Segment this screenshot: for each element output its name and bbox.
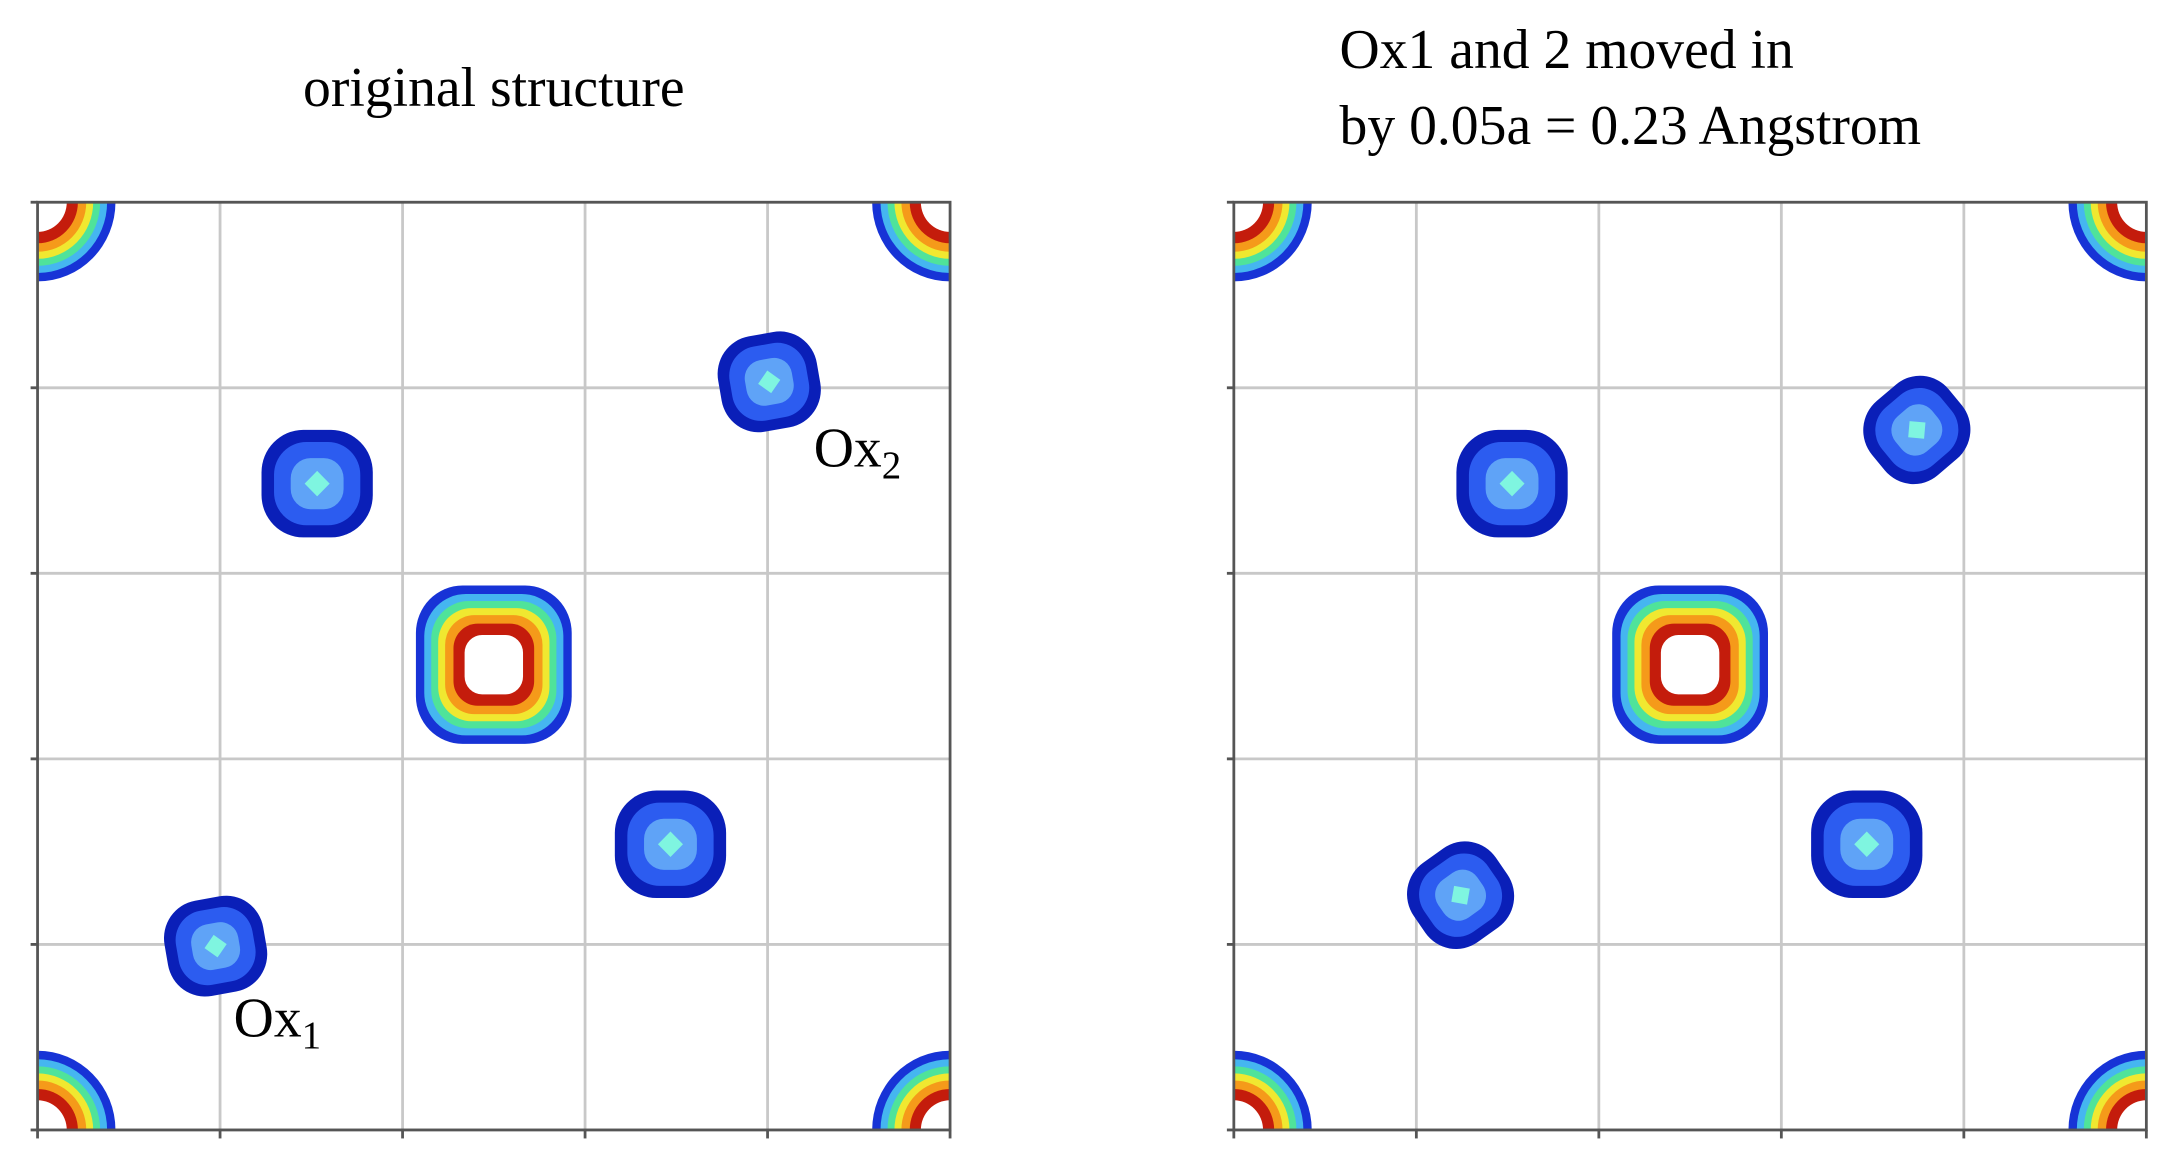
panel-title: original structure — [303, 57, 685, 120]
label-subscript: 1 — [302, 1014, 321, 1057]
panel-title: Ox1 and 2 moved in — [1340, 18, 1794, 81]
atom-label: Ox1 — [234, 987, 321, 1057]
contour — [464, 634, 524, 695]
contour — [920, 202, 951, 232]
contour — [37, 1100, 67, 1130]
plot-frame — [36, 200, 952, 1132]
contour — [1908, 421, 1926, 439]
label-text: Ox — [234, 987, 302, 1050]
atom-blob — [261, 429, 373, 538]
contour — [1233, 202, 1264, 232]
atom-blob — [614, 790, 727, 899]
contour — [204, 934, 227, 958]
atom-blob — [717, 331, 821, 433]
plot-area — [1233, 202, 2147, 1130]
contour — [304, 470, 330, 497]
contour — [920, 1100, 951, 1130]
frames — [30, 200, 2148, 1139]
contour — [1233, 1100, 1264, 1130]
contour — [2117, 202, 2147, 232]
atom-blob — [1456, 429, 1568, 538]
contour — [1854, 831, 1880, 858]
contour — [1660, 634, 1720, 695]
plot-area — [37, 202, 951, 1130]
atom-blob — [1407, 841, 1515, 950]
label-text: Ox — [814, 417, 882, 480]
contour — [37, 202, 67, 232]
atom-blob — [1811, 790, 1923, 899]
contour — [2117, 1100, 2147, 1130]
plot-frame — [1232, 200, 2148, 1132]
atom-blob — [163, 895, 268, 997]
contour — [758, 370, 781, 394]
atom-blob — [1863, 375, 1971, 485]
panel-title: by 0.05a = 0.23 Angstrom — [1340, 95, 1921, 158]
contour — [1499, 470, 1525, 497]
contour — [1451, 885, 1470, 905]
label-subscript: 2 — [882, 444, 901, 487]
atom-label: Ox2 — [814, 417, 901, 487]
